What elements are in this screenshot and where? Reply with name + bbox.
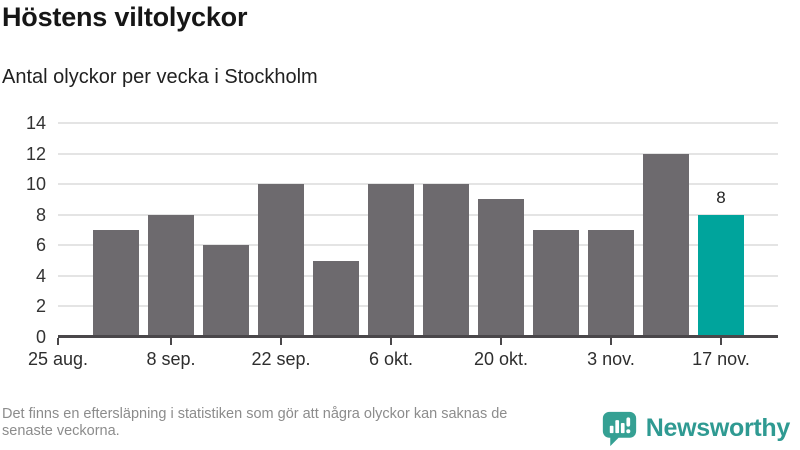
bar bbox=[93, 230, 139, 337]
x-axis-tick-label: 22 sep. bbox=[251, 349, 311, 369]
gridline bbox=[58, 274, 778, 277]
x-axis-tick bbox=[280, 338, 282, 345]
brand-wordmark: Newsworthy bbox=[645, 414, 791, 442]
bar bbox=[258, 184, 304, 337]
y-axis-tick-label: 12 bbox=[25, 143, 46, 164]
bar bbox=[533, 230, 579, 337]
bar bbox=[643, 153, 689, 337]
bar bbox=[368, 184, 414, 337]
bar bbox=[478, 199, 524, 337]
x-axis-tick bbox=[170, 338, 172, 345]
gridline bbox=[58, 122, 778, 124]
x-axis-tick bbox=[500, 338, 502, 345]
y-axis-tick-label: 4 bbox=[35, 265, 46, 286]
gridline bbox=[58, 213, 778, 216]
footer-disclaimer: Det finns en eftersläpning i statistiken… bbox=[2, 406, 632, 440]
x-axis-tick-label: 25 aug. bbox=[27, 349, 89, 369]
plot-area: 0 2 4 6 8 10 12 14 25 aug. 8 sep. 22 sep. 6 okt. 20 … bbox=[26, 113, 778, 369]
gridline bbox=[58, 244, 778, 247]
bar bbox=[423, 184, 469, 337]
disclaimer-line-1: Det finns en eftersläpning i statistiken… bbox=[2, 406, 508, 422]
bar-value-label: 8 bbox=[716, 187, 726, 207]
x-axis-tick-label: 3 nov. bbox=[587, 349, 635, 369]
gridline bbox=[58, 183, 778, 186]
newsworthy-logo: Newsworthy bbox=[601, 410, 790, 447]
bar bbox=[588, 230, 634, 337]
gridline bbox=[58, 305, 778, 308]
x-axis-line bbox=[58, 335, 778, 338]
y-axis-tick-label: 2 bbox=[35, 296, 46, 317]
bar-highlighted bbox=[698, 214, 744, 337]
x-axis-tick-label: 17 nov. bbox=[692, 349, 750, 369]
gridline bbox=[58, 152, 778, 155]
bar bbox=[313, 260, 359, 337]
y-axis-tick-label: 14 bbox=[25, 113, 46, 133]
chart-subtitle: Antal olyckor per vecka i Stockholm bbox=[2, 66, 318, 88]
x-axis-tick bbox=[610, 338, 612, 345]
x-axis-tick bbox=[720, 338, 722, 345]
y-axis-tick-label: 8 bbox=[35, 204, 46, 225]
x-axis-tick-label: 20 okt. bbox=[473, 349, 529, 369]
y-axis-tick-label: 10 bbox=[25, 174, 46, 195]
bar bbox=[148, 214, 194, 337]
x-axis-tick bbox=[57, 338, 59, 345]
x-axis-tick-label: 8 sep. bbox=[146, 349, 196, 369]
disclaimer-line-2: senaste veckorna. bbox=[2, 423, 120, 439]
chart-title: Höstens viltolyckor bbox=[2, 2, 248, 32]
bar bbox=[203, 245, 249, 337]
x-axis-tick-label: 6 okt. bbox=[368, 349, 414, 369]
y-axis-tick-label: 6 bbox=[35, 235, 46, 256]
x-axis-tick bbox=[390, 338, 392, 345]
y-axis-tick-label: 0 bbox=[35, 327, 46, 347]
newsworthy-bubble-chart-icon bbox=[602, 411, 636, 447]
